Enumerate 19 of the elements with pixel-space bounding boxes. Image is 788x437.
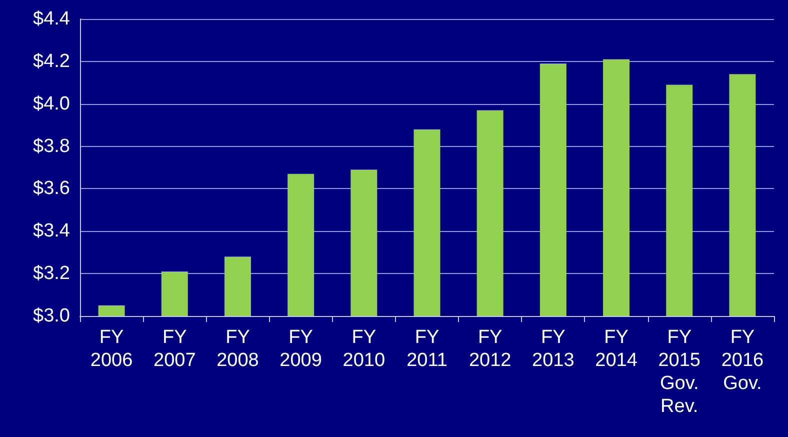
- x-tick-label: FY 2008: [216, 327, 259, 371]
- x-tick-label: FY 2013: [532, 327, 574, 371]
- x-tick-label: FY 2007: [153, 327, 196, 371]
- y-tick-label: $3.8: [33, 136, 70, 157]
- x-tick-label: FY 2015 Gov. Rev.: [658, 327, 701, 417]
- y-tick-label: $4.0: [33, 93, 70, 114]
- x-tick-label: FY 2006: [90, 327, 133, 371]
- x-tick-label: FY 2011: [406, 327, 448, 371]
- x-tick-label: FY 2010: [342, 327, 386, 371]
- x-tick-label: FY 2009: [280, 327, 322, 371]
- y-tick-label: $3.0: [33, 306, 70, 326]
- x-tick-label: FY 2014: [595, 327, 638, 371]
- x-tick-label: FY 2012: [468, 327, 512, 371]
- x-tick-label: FY 2016 Gov.: [721, 327, 764, 394]
- y-tick-label: $3.6: [33, 178, 70, 200]
- y-tick-label: $4.2: [33, 50, 70, 72]
- y-tick-label: $4.4: [33, 8, 70, 30]
- y-tick-label: $3.2: [33, 263, 70, 284]
- y-tick-label: $3.4: [33, 220, 70, 242]
